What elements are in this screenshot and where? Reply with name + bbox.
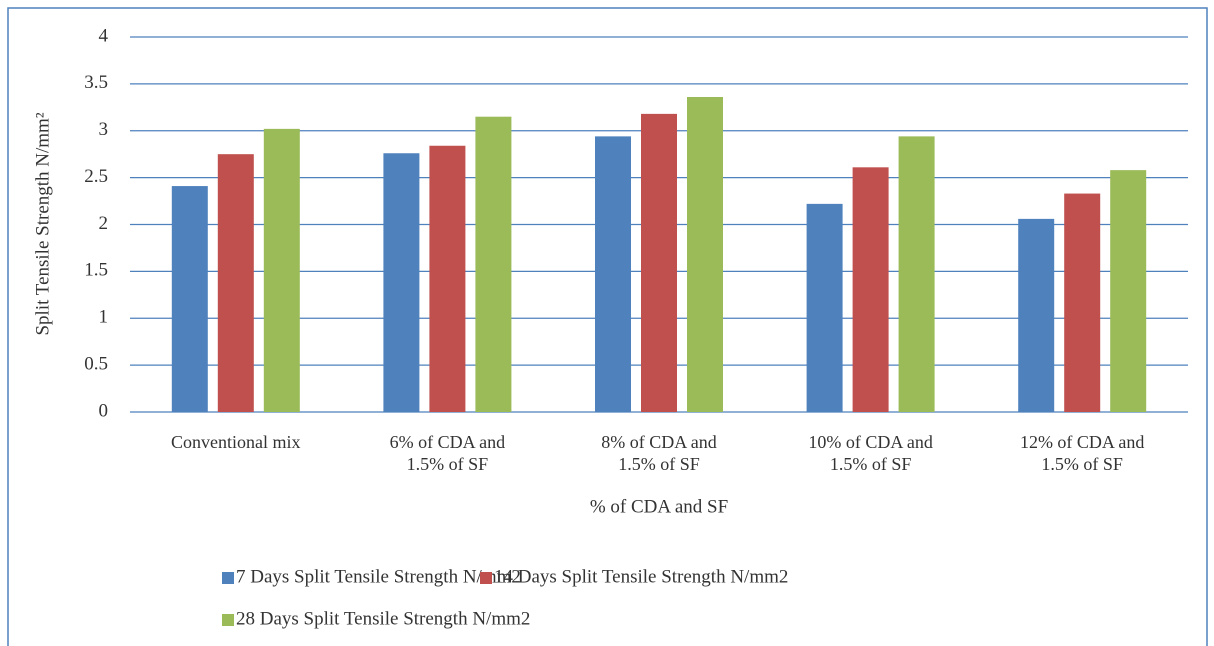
y-tick-label: 1.5 <box>84 260 108 281</box>
x-tick-label: 10% of CDA and 1.5% of SF <box>808 432 933 474</box>
bar <box>217 154 254 412</box>
bar <box>595 136 631 412</box>
bar <box>1018 218 1055 412</box>
bar <box>383 153 420 412</box>
x-tick-label: Conventional mix <box>171 432 301 452</box>
legend-swatch <box>222 614 234 626</box>
y-tick-label: 1 <box>99 307 109 328</box>
x-axis-title: % of CDA and SF <box>590 496 728 517</box>
bar <box>898 136 935 412</box>
y-tick-label: 2.5 <box>84 166 108 187</box>
legend-label: 14 Days Split Tensile Strength N/mm2 <box>494 566 788 587</box>
frame <box>7 7 1208 646</box>
y-tick-label: 2 <box>99 213 109 234</box>
legend-label: 28 Days Split Tensile Strength N/mm2 <box>236 608 530 629</box>
x-tick-label: 12% of CDA and 1.5% of SF <box>1019 432 1145 474</box>
bar <box>429 145 466 412</box>
legend-swatch <box>222 572 234 584</box>
bar <box>1110 170 1147 412</box>
bar <box>263 128 300 412</box>
bar <box>852 167 889 412</box>
x-tick-label: 8% of CDA and 1.5% of SF <box>601 432 717 474</box>
y-axis-title: Split Tensile Strength N/mm² <box>32 112 53 335</box>
bar <box>1064 193 1101 412</box>
y-tick-label: 0 <box>99 400 109 421</box>
bar <box>475 116 512 412</box>
bar <box>806 203 843 412</box>
y-tick-label: 4 <box>99 25 109 46</box>
bar <box>171 186 208 412</box>
x-tick-label: 6% of CDA and 1.5% of SF <box>389 432 506 474</box>
y-tick-label: 0.5 <box>84 353 108 374</box>
legend-swatch <box>480 572 492 584</box>
bar <box>641 113 677 412</box>
bar <box>687 97 723 412</box>
y-tick-label: 3.5 <box>84 72 108 93</box>
y-tick-label: 3 <box>99 119 109 140</box>
legend-label: 7 Days Split Tensile Strength N/mm2 <box>236 566 521 587</box>
